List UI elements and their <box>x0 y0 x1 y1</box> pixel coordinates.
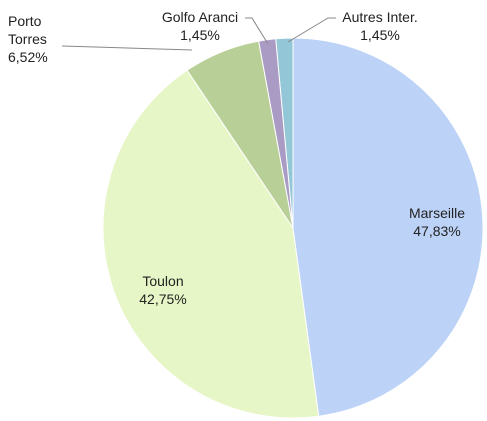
slice-label: Toulon 42,75% <box>118 272 208 308</box>
leader-line <box>245 17 269 45</box>
value-label: 42,75% <box>139 291 187 307</box>
category-label: Marseille <box>408 205 465 221</box>
slice-label: Autres Inter. 1,45% <box>330 8 430 44</box>
category-label: Golfo Aranci <box>161 9 239 25</box>
category-label: Toulon <box>142 273 184 289</box>
pie-slice <box>102 69 320 419</box>
leader-line <box>61 45 193 51</box>
slice-label: Golfo Aranci 1,45% <box>140 8 260 44</box>
category-label: Porto Torres <box>8 13 47 47</box>
category-label: Autres Inter. <box>342 9 418 25</box>
slice-label: Porto Torres 6,52% <box>8 12 66 66</box>
value-label: 6,52% <box>8 49 48 65</box>
value-label: 47,83% <box>413 223 461 239</box>
leader-lines <box>61 17 336 51</box>
value-label: 1,45% <box>180 27 220 43</box>
value-label: 1,45% <box>360 27 400 43</box>
pie-slice <box>292 37 484 417</box>
leader-line <box>287 17 336 43</box>
slice-label: Marseille 47,83% <box>392 204 482 240</box>
